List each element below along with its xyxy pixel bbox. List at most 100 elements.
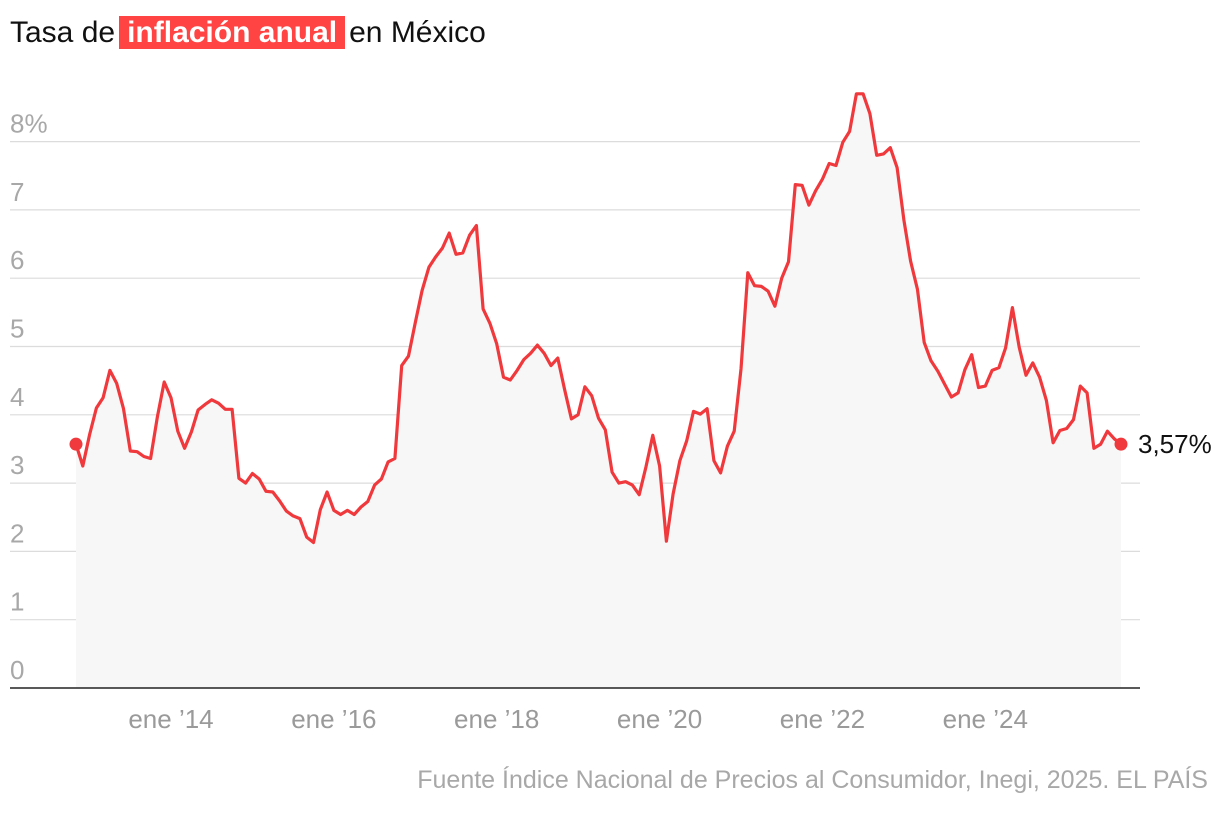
data-point xyxy=(692,410,695,413)
data-point xyxy=(984,385,987,388)
data-point xyxy=(753,284,756,287)
data-point xyxy=(1011,306,1014,309)
data-point xyxy=(163,381,166,384)
data-point xyxy=(516,369,519,372)
data-point xyxy=(556,357,559,360)
data-point xyxy=(760,285,763,288)
data-point xyxy=(597,417,600,420)
data-point xyxy=(828,162,831,165)
data-point xyxy=(326,491,329,494)
data-point xyxy=(373,484,376,487)
data-point xyxy=(611,471,614,474)
data-point xyxy=(1079,385,1082,388)
data-point xyxy=(631,484,634,487)
data-point xyxy=(95,407,98,410)
data-point xyxy=(427,266,430,269)
data-point xyxy=(224,408,227,411)
data-point xyxy=(475,224,478,227)
data-point xyxy=(909,260,912,263)
data-point xyxy=(685,439,688,442)
end-value-label: 3,57% xyxy=(1138,429,1212,459)
data-point xyxy=(563,388,566,391)
data-point xyxy=(312,541,315,544)
data-point xyxy=(624,480,627,483)
data-point xyxy=(183,447,186,450)
data-point xyxy=(102,396,105,399)
y-tick-label: 0 xyxy=(10,655,24,685)
data-point xyxy=(88,433,91,436)
x-tick-label: ene ’18 xyxy=(454,704,539,734)
data-point xyxy=(882,152,885,155)
y-tick-label: 1 xyxy=(10,587,24,617)
data-point xyxy=(237,477,240,480)
data-point xyxy=(502,376,505,379)
x-tick-label: ene ’16 xyxy=(291,704,376,734)
source-note: Fuente Índice Nacional de Precios al Con… xyxy=(417,766,1208,794)
data-point xyxy=(889,146,892,149)
data-point xyxy=(583,385,586,388)
data-point xyxy=(848,130,851,133)
data-point xyxy=(855,92,858,95)
data-point xyxy=(393,457,396,460)
data-point xyxy=(814,189,817,192)
y-tick-label: 6 xyxy=(10,245,24,275)
data-point xyxy=(1113,437,1116,440)
data-point xyxy=(210,398,213,401)
data-point xyxy=(441,247,444,250)
data-point xyxy=(115,382,118,385)
title-highlight: inflación anual xyxy=(119,16,346,49)
data-point xyxy=(923,341,926,344)
data-point xyxy=(794,183,797,186)
data-point xyxy=(217,402,220,405)
data-point xyxy=(366,500,369,503)
data-point xyxy=(916,288,919,291)
data-point xyxy=(1025,374,1028,377)
data-point xyxy=(129,450,132,453)
data-point xyxy=(801,184,804,187)
data-point xyxy=(536,344,539,347)
data-point xyxy=(421,289,424,292)
inflation-series-line xyxy=(74,92,1123,545)
x-tick-label: ene ’24 xyxy=(943,704,1028,734)
data-point xyxy=(977,386,980,389)
data-point xyxy=(387,460,390,463)
data-point xyxy=(780,277,783,280)
data-point xyxy=(740,368,743,371)
x-axis-ticks: ene ’14 ene ’16 ene ’18 ene ’20 ene ’22 ene ’… xyxy=(128,704,1028,734)
data-point xyxy=(285,510,288,513)
x-tick-label: ene ’20 xyxy=(617,704,702,734)
data-point xyxy=(170,396,173,399)
x-tick-label: ene ’14 xyxy=(128,704,213,734)
data-point xyxy=(407,355,410,358)
data-point xyxy=(1106,430,1109,433)
data-point xyxy=(136,450,139,453)
data-point xyxy=(414,321,417,324)
data-point xyxy=(1018,346,1021,349)
data-point xyxy=(1058,429,1061,432)
data-point xyxy=(841,141,844,144)
y-tick-label: 7 xyxy=(10,177,24,207)
title-after: en México xyxy=(349,16,486,49)
data-point xyxy=(197,409,200,412)
data-point xyxy=(868,112,871,115)
y-tick-label: 2 xyxy=(10,518,24,548)
data-point xyxy=(862,92,865,95)
data-point xyxy=(706,407,709,410)
chart-title: Tasa de inflación anual en México xyxy=(10,12,486,54)
data-point xyxy=(1031,361,1034,364)
data-point xyxy=(733,430,736,433)
data-point xyxy=(339,513,342,516)
data-point xyxy=(360,506,363,509)
data-point xyxy=(651,434,654,437)
data-point xyxy=(672,493,675,496)
area-fill xyxy=(76,93,1121,689)
data-point xyxy=(1065,427,1068,430)
data-point xyxy=(265,490,268,493)
data-point xyxy=(244,482,247,485)
data-point xyxy=(176,430,179,433)
y-tick-label: 3 xyxy=(10,450,24,480)
data-point xyxy=(719,471,722,474)
data-point xyxy=(346,509,349,512)
data-point xyxy=(957,391,960,394)
data-point xyxy=(434,256,437,259)
